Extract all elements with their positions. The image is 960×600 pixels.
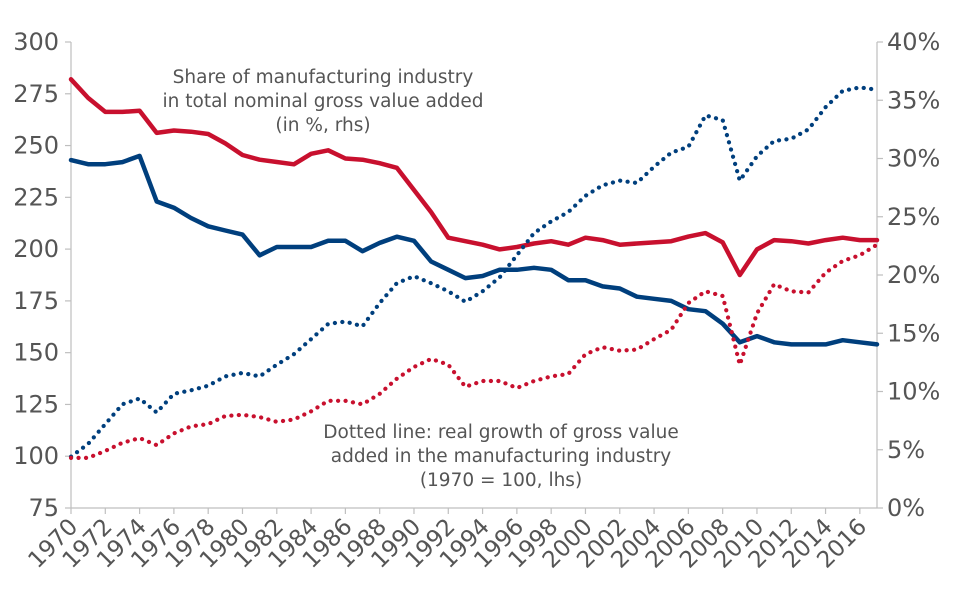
right-tick-label: 30% bbox=[887, 145, 940, 173]
annotation-share-line-1: Share of manufacturing industry bbox=[173, 67, 474, 88]
left-tick-label: 100 bbox=[13, 442, 59, 470]
right-tick-label: 15% bbox=[887, 319, 940, 347]
left-tick-label: 200 bbox=[13, 235, 59, 263]
left-tick-label: 300 bbox=[13, 28, 59, 56]
right-axis: 40% 35% 30% 25% 20% 15% 10% 5% 0% bbox=[876, 28, 940, 522]
solid-series-line-0 bbox=[68, 77, 880, 278]
annotation-dotted-line-3: (1970 = 100, lhs) bbox=[420, 470, 582, 491]
left-tick-label: 75 bbox=[28, 494, 59, 522]
right-tick-label: 40% bbox=[887, 28, 940, 56]
left-tick-label: 125 bbox=[13, 390, 59, 418]
right-tick-label: 10% bbox=[887, 378, 940, 406]
x-axis: 1970197219741976197819801982198419861988… bbox=[23, 507, 877, 574]
right-tick-label: 20% bbox=[887, 261, 940, 289]
right-tick-label: 0% bbox=[887, 494, 925, 522]
dotted-series-line-2 bbox=[68, 85, 880, 459]
annotation-share-line-3: (in %, rhs) bbox=[275, 115, 370, 136]
right-tick-label: 25% bbox=[887, 203, 940, 231]
right-tick-label: 5% bbox=[887, 436, 925, 464]
right-axis-ticks: 40% 35% 30% 25% 20% 15% 10% 5% 0% bbox=[877, 28, 940, 522]
left-tick-label: 275 bbox=[13, 80, 59, 108]
annotation-share-line-2: in total nominal gross value added bbox=[163, 91, 484, 112]
x-axis-ticks: 1970197219741976197819801982198419861988… bbox=[23, 508, 872, 574]
dotted-series-line-3 bbox=[68, 242, 880, 460]
solid-series-line-1 bbox=[68, 153, 880, 347]
left-tick-label: 225 bbox=[13, 183, 59, 211]
left-tick-label: 175 bbox=[13, 287, 59, 315]
annotation-dotted-line-2: added in the manufacturing industry bbox=[331, 446, 672, 467]
annotation-dotted-line-1: Dotted line: real growth of gross value bbox=[323, 422, 678, 443]
left-tick-label: 250 bbox=[13, 132, 59, 160]
left-axis: 300 275 250 225 200 175 150 125 100 75 bbox=[13, 28, 72, 522]
series-layer bbox=[68, 77, 880, 460]
right-tick-label: 35% bbox=[887, 86, 940, 114]
left-tick-label: 150 bbox=[13, 339, 59, 367]
left-axis-ticks: 300 275 250 225 200 175 150 125 100 75 bbox=[13, 28, 71, 522]
